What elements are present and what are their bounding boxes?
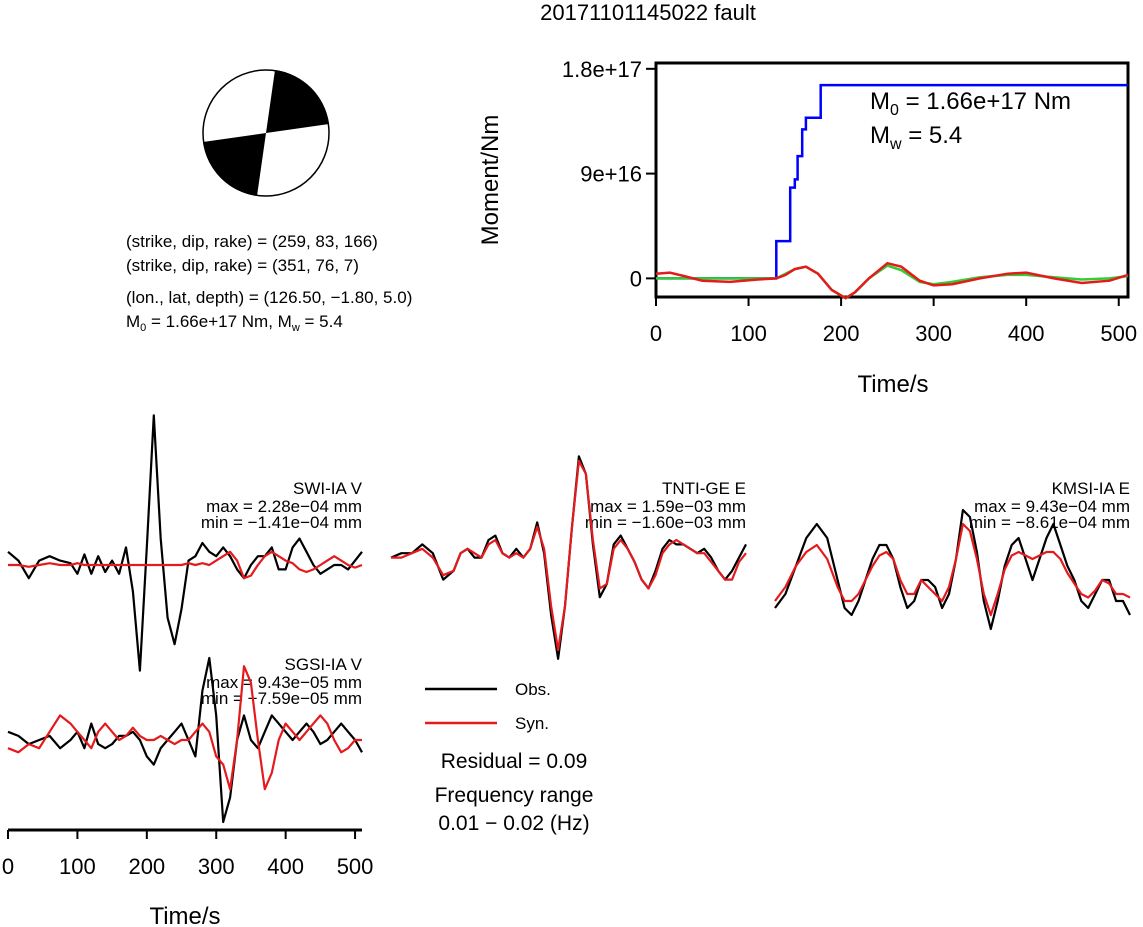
moment-y-axis: 0 9e+16 1.8e+17 (562, 57, 656, 291)
moment-synthetic-red-line (655, 261, 1129, 300)
mechanism-moment: M0 = 1.66e+17 Nm, Mw = 5.4 (126, 312, 343, 334)
moment-x-tick-label: 100 (730, 321, 767, 346)
moment-x-tick-label: 400 (1008, 321, 1045, 346)
moment-x-tick-label: 500 (1100, 321, 1137, 346)
waveform-x-tick-label: 500 (337, 854, 374, 879)
waveform-x-tick-label: 200 (128, 854, 165, 879)
synthetic-waveform-sgsi-ia-v (7, 665, 362, 791)
moment-y-label: Moment/Nm (477, 115, 504, 246)
moment-y-tick-label: 1.8e+17 (562, 57, 642, 82)
frequency-range-value: 0.01 − 0.02 (Hz) (438, 812, 589, 835)
legend: Obs. Syn. (425, 680, 551, 733)
station-max-sgsi-ia-v: max = 9.43e−05 mm (206, 673, 362, 692)
waveform-x-tick-label: 300 (198, 854, 235, 879)
mechanism-plane-2: (strike, dip, rake) = (351, 76, 7) (126, 256, 359, 275)
station-name-tnti-ge-e: TNTI-GE E (662, 479, 746, 498)
mechanism-plane-1: (strike, dip, rake) = (259, 83, 166) (126, 232, 378, 251)
frequency-range-label: Frequency range (435, 784, 594, 807)
moment-annotation-mw: Mw = 5.4 (870, 122, 962, 153)
observed-waveform-kmsi-ia-e (774, 508, 1131, 631)
moment-chart-frame (654, 61, 1130, 299)
moment-y-tick-label: 0 (630, 266, 642, 291)
moment-chart: 0 9e+16 1.8e+17 0 100 200 300 400 500 Time/s Mo… (477, 57, 1137, 398)
station-name-swi-ia-v: SWI-IA V (293, 479, 363, 498)
beachball (202, 69, 330, 197)
moment-x-label: Time/s (857, 371, 928, 398)
moment-x-tick-label: 300 (915, 321, 952, 346)
waveform-x-tick-label: 400 (267, 854, 304, 879)
moment-x-tick-label: 0 (650, 321, 662, 346)
synthetic-waveform-kmsi-ia-e (774, 522, 1131, 617)
waveform-x-label: Time/s (149, 903, 220, 927)
moment-series-group (655, 83, 1129, 300)
moment-function-line (656, 83, 1128, 280)
waveform-x-tick-label: 0 (2, 854, 14, 879)
synthetic-waveform-swi-ia-v (8, 550, 363, 580)
moment-x-axis: 0 100 200 300 400 500 (650, 297, 1137, 346)
synthetic-waveform-tnti-ge-e (391, 459, 747, 652)
waveform-x-tick-label: 100 (59, 854, 96, 879)
figure-title: 20171101145022 fault (540, 0, 756, 25)
legend-syn-label: Syn. (515, 714, 549, 733)
residual-text: Residual = 0.09 (441, 750, 588, 773)
observed-waveform-swi-ia-v (7, 414, 363, 672)
station-min-kmsi-ia-e: min = −8.61e−04 mm (969, 513, 1130, 532)
station-min-sgsi-ia-v: min = −7.59e−05 mm (201, 689, 362, 708)
station-max-tnti-ge-e: max = 1.59e−03 mm (590, 497, 746, 516)
moment-x-tick-label: 200 (823, 321, 860, 346)
legend-obs-label: Obs. (515, 680, 551, 699)
station-min-swi-ia-v: min = −1.41e−04 mm (201, 513, 362, 532)
observed-waveform-sgsi-ia-v (7, 656, 363, 824)
station-name-kmsi-ia-e: KMSI-IA E (1052, 479, 1130, 498)
moment-annotation-m0: M0 = 1.66e+17 Nm (870, 88, 1071, 119)
station-name-sgsi-ia-v: SGSI-IA V (285, 655, 363, 674)
moment-y-tick-label: 9e+16 (580, 162, 642, 187)
station-min-tnti-ge-e: min = −1.60e−03 mm (585, 513, 746, 532)
waveform-time-axis: 0 100 200 300 400 500 (2, 828, 374, 879)
station-max-kmsi-ia-e: max = 9.43e−04 mm (974, 497, 1130, 516)
mechanism-location: (lon., lat, depth) = (126.50, −1.80, 5.0… (126, 288, 412, 307)
station-max-swi-ia-v: max = 2.28e−04 mm (206, 497, 362, 516)
